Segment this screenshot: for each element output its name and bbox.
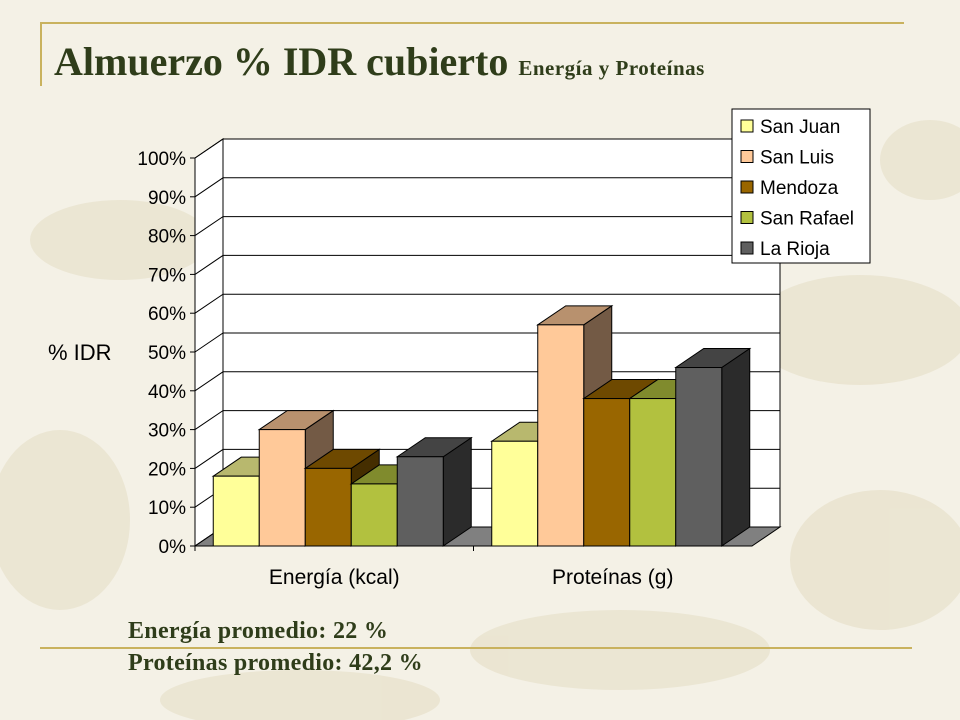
title-main: Almuerzo % IDR cubierto — [54, 39, 509, 84]
legend-swatch — [740, 211, 754, 224]
legend-label: La Rioja — [760, 239, 830, 260]
y-axis-label: % IDR — [48, 340, 112, 365]
summary-notes: Energía promedio: 22 % Proteínas promedi… — [128, 615, 423, 679]
gridline — [194, 254, 780, 275]
legend-swatch — [740, 180, 754, 194]
y-tick-label: 50% — [148, 343, 186, 364]
protein-average-note: Proteínas promedio: 42,2 % — [128, 650, 423, 676]
legend-label: San Luis — [760, 148, 834, 169]
bar-front — [258, 429, 306, 547]
bottom-rule — [40, 647, 912, 649]
y-tick-label: 10% — [148, 498, 186, 519]
gridline — [194, 293, 780, 314]
y-tick-label: 90% — [148, 188, 186, 209]
legend-swatch — [740, 241, 754, 255]
x-category-label: Proteínas (g) — [552, 566, 673, 589]
legend-swatch — [740, 119, 754, 133]
legend-label: San Juan — [760, 117, 840, 138]
legend-label: Mendoza — [760, 178, 839, 199]
bar-front — [212, 475, 260, 547]
bar-front — [629, 398, 677, 547]
bar-front — [675, 367, 723, 547]
gridline — [194, 216, 780, 237]
energy-average-note: Energía promedio: 22 % — [128, 618, 389, 644]
x-category-label: Energía (kcal) — [269, 566, 400, 589]
bar-la-rioja-1 — [395, 436, 473, 547]
slide-title: Almuerzo % IDR cubierto Energía y Proteí… — [54, 42, 705, 82]
bar-front — [583, 398, 631, 547]
bar-front — [491, 440, 539, 547]
y-tick-label: 100% — [137, 149, 186, 170]
bar-front — [537, 324, 585, 547]
chart-legend — [731, 108, 871, 264]
gridline — [194, 177, 780, 198]
bar-front — [304, 467, 352, 547]
y-tick-label: 60% — [148, 304, 186, 325]
bar-front — [396, 456, 444, 547]
legend-swatch — [740, 150, 754, 163]
y-tick-label: 70% — [148, 265, 186, 286]
y-tick-label: 0% — [159, 537, 187, 558]
title-subtitle: Energía y Proteínas — [518, 56, 705, 80]
y-tick-label: 20% — [148, 459, 186, 480]
legend-label: San Rafael — [760, 209, 854, 230]
bar-side — [721, 347, 751, 547]
y-tick-label: 40% — [148, 382, 186, 403]
gridline — [194, 138, 780, 159]
bar-front — [350, 483, 398, 547]
y-tick-label: 80% — [148, 227, 186, 248]
bar-la-rioja-2 — [674, 347, 752, 547]
top-rule — [40, 22, 904, 24]
left-rule — [40, 22, 42, 86]
y-tick-label: 30% — [148, 421, 186, 442]
